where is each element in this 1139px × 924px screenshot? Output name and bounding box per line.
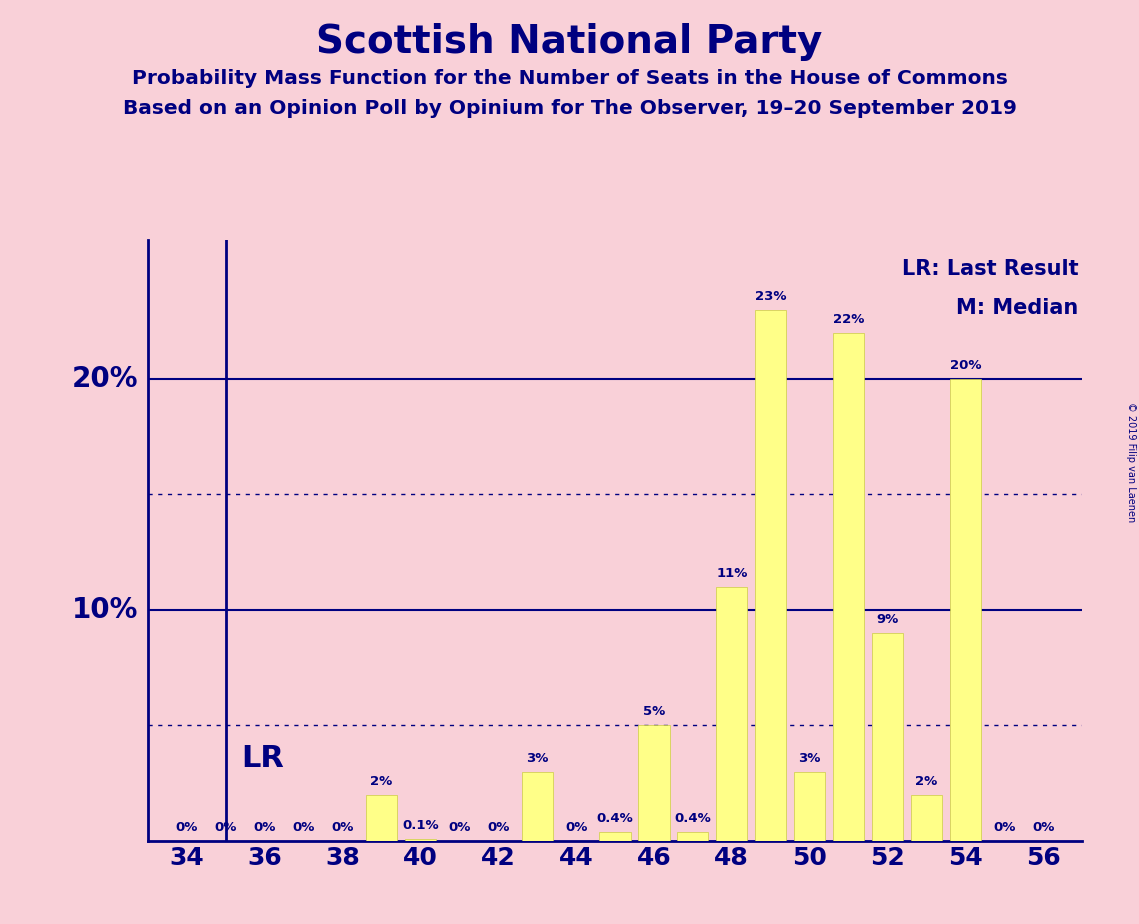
Text: 0.4%: 0.4% bbox=[674, 811, 711, 824]
Bar bbox=[366, 795, 398, 841]
Bar bbox=[833, 333, 865, 841]
Text: 0%: 0% bbox=[331, 821, 354, 833]
Text: 0.1%: 0.1% bbox=[402, 819, 439, 832]
Bar bbox=[950, 379, 981, 841]
Text: LR: LR bbox=[241, 744, 285, 772]
Text: 3%: 3% bbox=[526, 751, 548, 765]
Text: 0%: 0% bbox=[565, 821, 588, 833]
Text: © 2019 Filip van Laenen: © 2019 Filip van Laenen bbox=[1126, 402, 1136, 522]
Text: Scottish National Party: Scottish National Party bbox=[317, 23, 822, 61]
Bar bbox=[911, 795, 942, 841]
Text: 9%: 9% bbox=[876, 613, 899, 626]
Text: 2%: 2% bbox=[370, 774, 393, 787]
Bar bbox=[638, 725, 670, 841]
Text: M: M bbox=[830, 558, 867, 592]
Text: LR: Last Result: LR: Last Result bbox=[902, 259, 1079, 279]
Bar bbox=[678, 832, 708, 841]
Text: 0%: 0% bbox=[487, 821, 509, 833]
Text: 0%: 0% bbox=[449, 821, 470, 833]
Text: M: Median: M: Median bbox=[956, 298, 1079, 318]
Text: 10%: 10% bbox=[73, 596, 139, 624]
Bar bbox=[404, 839, 436, 841]
Text: 22%: 22% bbox=[833, 312, 865, 326]
Text: 0%: 0% bbox=[293, 821, 314, 833]
Bar bbox=[794, 772, 825, 841]
Bar bbox=[716, 587, 747, 841]
Text: Based on an Opinion Poll by Opinium for The Observer, 19–20 September 2019: Based on an Opinion Poll by Opinium for … bbox=[123, 99, 1016, 118]
Text: 0%: 0% bbox=[215, 821, 237, 833]
Text: 23%: 23% bbox=[755, 289, 786, 303]
Text: 0.4%: 0.4% bbox=[597, 811, 633, 824]
Text: 11%: 11% bbox=[716, 566, 747, 580]
Text: 0%: 0% bbox=[1032, 821, 1055, 833]
Bar bbox=[522, 772, 552, 841]
Text: 20%: 20% bbox=[950, 359, 981, 371]
Text: 3%: 3% bbox=[798, 751, 821, 765]
Text: 0%: 0% bbox=[254, 821, 276, 833]
Text: 2%: 2% bbox=[916, 774, 937, 787]
Text: 0%: 0% bbox=[175, 821, 198, 833]
Bar bbox=[871, 633, 903, 841]
Text: Probability Mass Function for the Number of Seats in the House of Commons: Probability Mass Function for the Number… bbox=[132, 69, 1007, 89]
Text: 0%: 0% bbox=[993, 821, 1015, 833]
Bar bbox=[599, 832, 631, 841]
Text: 20%: 20% bbox=[72, 365, 139, 393]
Bar bbox=[755, 310, 786, 841]
Text: 5%: 5% bbox=[642, 705, 665, 719]
